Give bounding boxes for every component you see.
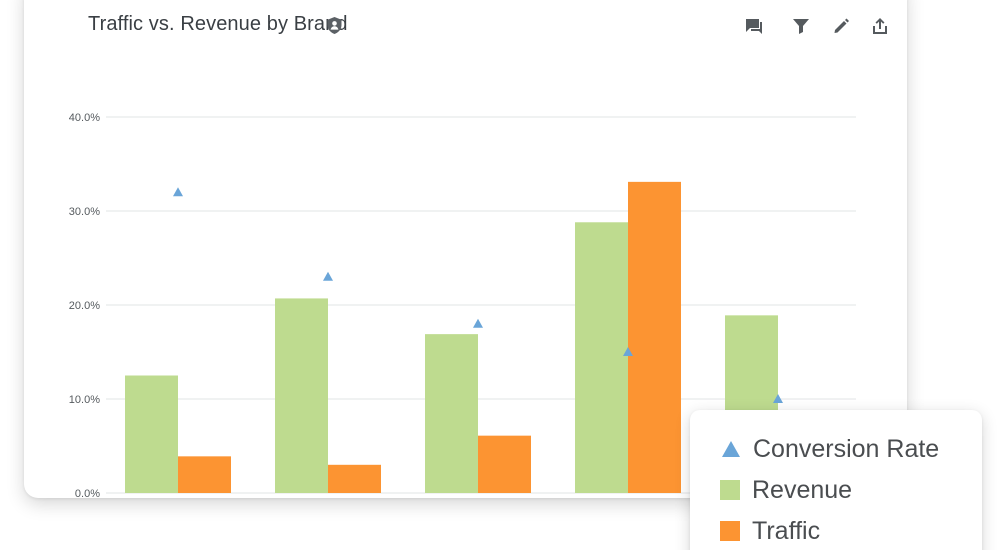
legend-label-conversion-rate: Conversion Rate (753, 434, 940, 463)
legend-item-conversion-rate[interactable]: Conversion Rate (720, 434, 939, 464)
y-tick-label: 0.0% (75, 488, 100, 500)
filter-icon (793, 19, 809, 34)
bar-traffic[interactable] (628, 181, 681, 494)
share-icon (873, 18, 887, 34)
chart-title: Traffic vs. Revenue by Brand (88, 13, 348, 35)
square-swatch-icon (720, 521, 740, 541)
bar-revenue[interactable] (575, 222, 628, 493)
y-tick-label: 10.0% (69, 394, 100, 406)
bar-revenue[interactable] (125, 375, 178, 494)
conversion-rate-marker[interactable] (623, 347, 633, 356)
bar-series (125, 181, 831, 494)
share-button[interactable] (870, 16, 890, 36)
legend-swatch-conversion (722, 441, 740, 457)
conversion-rate-marker[interactable] (473, 318, 483, 328)
bar-traffic[interactable] (478, 435, 531, 493)
comment-button[interactable] (744, 16, 764, 36)
y-tick-label: 20.0% (69, 300, 100, 312)
pencil-icon (834, 18, 849, 33)
y-tick-label: 40.0% (69, 112, 100, 124)
bar-traffic[interactable] (178, 456, 231, 493)
y-tick-label: 30.0% (69, 206, 100, 218)
square-swatch-icon (720, 480, 740, 500)
edit-button[interactable] (831, 16, 851, 36)
legend-label-traffic: Traffic (752, 516, 821, 545)
filter-button[interactable] (791, 16, 811, 36)
legend-item-revenue[interactable]: Revenue (720, 475, 852, 505)
legend-label-revenue: Revenue (752, 475, 853, 504)
triangle-icon (722, 441, 740, 457)
conversion-rate-marker[interactable] (773, 394, 783, 403)
shield-user-icon (327, 17, 342, 34)
legend-item-traffic[interactable]: Traffic (720, 516, 820, 546)
y-axis-ticks: 0.0% 10.0% 20.0% 30.0% 40.0% (69, 112, 100, 500)
conversion-rate-marker[interactable] (173, 187, 183, 197)
bar-traffic[interactable] (328, 464, 381, 493)
bar-revenue[interactable] (425, 334, 478, 493)
conversion-rate-marker[interactable] (323, 271, 333, 281)
chart-legend: Conversion Rate Revenue Traffic (690, 410, 982, 550)
bar-revenue[interactable] (275, 298, 328, 493)
conversion-markers (173, 187, 783, 403)
comment-icon (746, 19, 762, 34)
